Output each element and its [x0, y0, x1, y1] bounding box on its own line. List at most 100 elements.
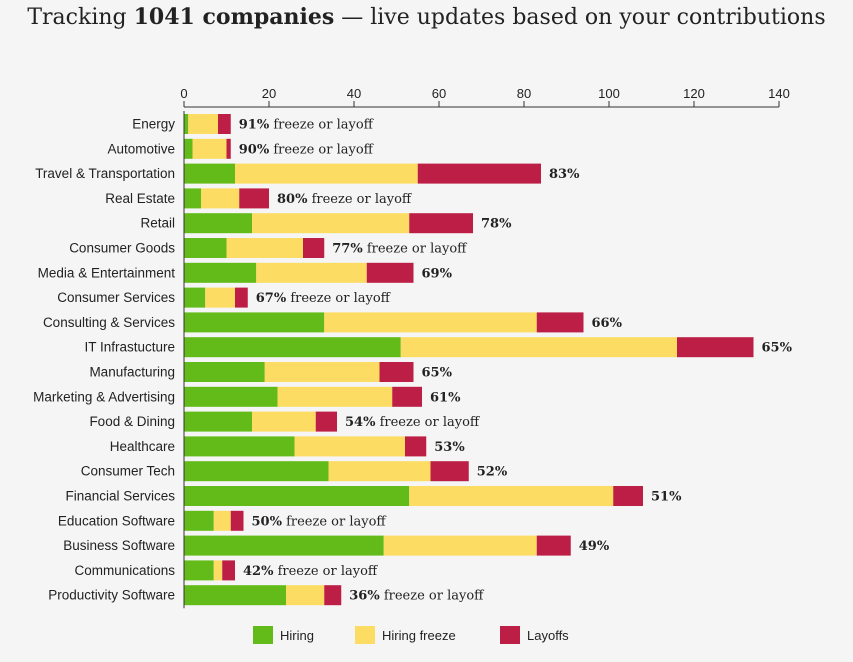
- bar-layoffs: [536, 535, 571, 556]
- bar-freeze: [235, 163, 418, 184]
- bar-freeze: [264, 362, 380, 382]
- annotation-suffix: freeze or layoff: [380, 589, 485, 604]
- bar-hiring: [184, 411, 252, 432]
- annotation-suffix: freeze or layoff: [307, 192, 412, 207]
- bar-hiring: [184, 535, 384, 556]
- bar-annotations: 91% freeze or layoff 90% freeze or layoff…: [239, 118, 793, 604]
- bar-annotation: 53%: [434, 440, 465, 455]
- bar-layoffs: [613, 486, 643, 506]
- bar-freeze: [256, 262, 367, 283]
- x-tick-label: 80: [517, 86, 531, 101]
- bar-hiring: [184, 436, 295, 457]
- x-tick-label: 0: [180, 86, 187, 101]
- bar-layoffs: [315, 411, 337, 432]
- bar-freeze: [286, 585, 325, 606]
- bars-group: [183, 111, 754, 609]
- bar-annotation: 36% freeze or layoff: [349, 589, 485, 604]
- bar-hiring: [184, 287, 206, 308]
- x-tick-label: 140: [768, 86, 790, 101]
- bar-layoffs: [536, 312, 584, 333]
- bar-annotation: 49%: [579, 539, 610, 554]
- bar-freeze: [383, 535, 537, 556]
- bar-freeze: [409, 486, 614, 506]
- category-label: Consumer Tech: [81, 464, 175, 479]
- annotation-percent: 66%: [592, 316, 623, 331]
- category-label: Energy: [132, 117, 175, 132]
- bar-freeze: [252, 213, 410, 234]
- bar-hiring: [184, 238, 227, 258]
- category-label: Marketing & Advertising: [33, 389, 175, 404]
- bar-freeze: [213, 510, 231, 531]
- bar-freeze: [328, 461, 431, 482]
- category-label: Real Estate: [105, 191, 175, 206]
- bar-hiring: [184, 560, 214, 581]
- bar-layoffs: [409, 213, 473, 234]
- bar-hiring: [184, 362, 265, 382]
- category-label: Consumer Services: [57, 290, 175, 305]
- bar-annotation: 91% freeze or layoff: [239, 118, 375, 133]
- annotation-suffix: freeze or layoff: [375, 415, 480, 430]
- legend-swatch-freeze: [355, 626, 375, 644]
- category-label: Automotive: [107, 141, 175, 156]
- annotation-percent: 61%: [430, 390, 461, 405]
- bar-layoffs: [392, 386, 422, 407]
- annotation-suffix: freeze or layoff: [269, 118, 374, 133]
- category-label: IT Infrastucture: [84, 340, 175, 355]
- title-company-count: 1041 companies: [133, 4, 335, 30]
- category-labels: Energy Automotive Travel & Transportation R…: [33, 117, 175, 603]
- annotation-percent: 52%: [477, 465, 508, 480]
- bar-freeze: [324, 312, 537, 333]
- annotation-suffix: freeze or layoff: [273, 564, 378, 579]
- bar-annotation: 67% freeze or layoff: [256, 291, 392, 306]
- category-label: Communications: [74, 563, 175, 578]
- bar-layoffs: [226, 138, 231, 159]
- x-axis: 0 20 40 60 80 100 120 140: [180, 86, 790, 108]
- x-tick-label: 120: [683, 86, 705, 101]
- annotation-percent: 69%: [422, 266, 453, 281]
- category-label: Productivity Software: [48, 588, 175, 603]
- bar-annotation: 90% freeze or layoff: [239, 142, 375, 157]
- bar-layoffs: [235, 287, 248, 308]
- bar-annotation: 51%: [651, 490, 682, 505]
- bar-layoffs: [230, 510, 244, 531]
- annotation-percent: 67%: [256, 291, 287, 306]
- bar-freeze: [201, 188, 240, 209]
- bar-annotation: 50% freeze or layoff: [252, 514, 388, 529]
- page-title: Tracking 1041 companies — live updates b…: [0, 4, 853, 30]
- bar-hiring: [184, 138, 193, 159]
- bar-freeze: [294, 436, 405, 457]
- bar-hiring: [184, 486, 410, 506]
- bar-hiring: [184, 585, 286, 606]
- bar-freeze: [226, 238, 303, 258]
- bar-annotation: 61%: [430, 390, 461, 405]
- bar-annotation: 52%: [477, 465, 508, 480]
- bar-annotation: 66%: [592, 316, 623, 331]
- category-label: Business Software: [63, 538, 175, 553]
- bar-layoffs: [417, 163, 541, 184]
- category-label: Food & Dining: [89, 414, 175, 429]
- legend-swatch-layoffs: [500, 626, 520, 644]
- annotation-percent: 90%: [239, 142, 270, 157]
- bar-annotation: 69%: [422, 266, 453, 281]
- bar-freeze: [188, 114, 218, 134]
- annotation-suffix: freeze or layoff: [286, 291, 391, 306]
- bar-freeze: [252, 411, 316, 432]
- bar-layoffs: [366, 262, 414, 283]
- bar-layoffs: [677, 337, 754, 358]
- bar-layoffs: [324, 585, 342, 606]
- annotation-percent: 42%: [243, 564, 274, 579]
- annotation-percent: 65%: [762, 341, 793, 356]
- bar-annotation: 83%: [549, 167, 580, 182]
- annotation-suffix: freeze or layoff: [282, 514, 387, 529]
- bar-hiring: [184, 188, 201, 209]
- category-label: Retail: [140, 216, 175, 231]
- bar-layoffs: [239, 188, 269, 209]
- annotation-percent: 78%: [481, 217, 512, 232]
- bar-hiring: [184, 461, 329, 482]
- bar-hiring: [184, 262, 257, 283]
- bar-freeze: [205, 287, 235, 308]
- category-label: Travel & Transportation: [35, 166, 175, 181]
- annotation-percent: 53%: [434, 440, 465, 455]
- category-label: Consumer Goods: [69, 241, 175, 256]
- category-label: Media & Entertainment: [38, 265, 176, 280]
